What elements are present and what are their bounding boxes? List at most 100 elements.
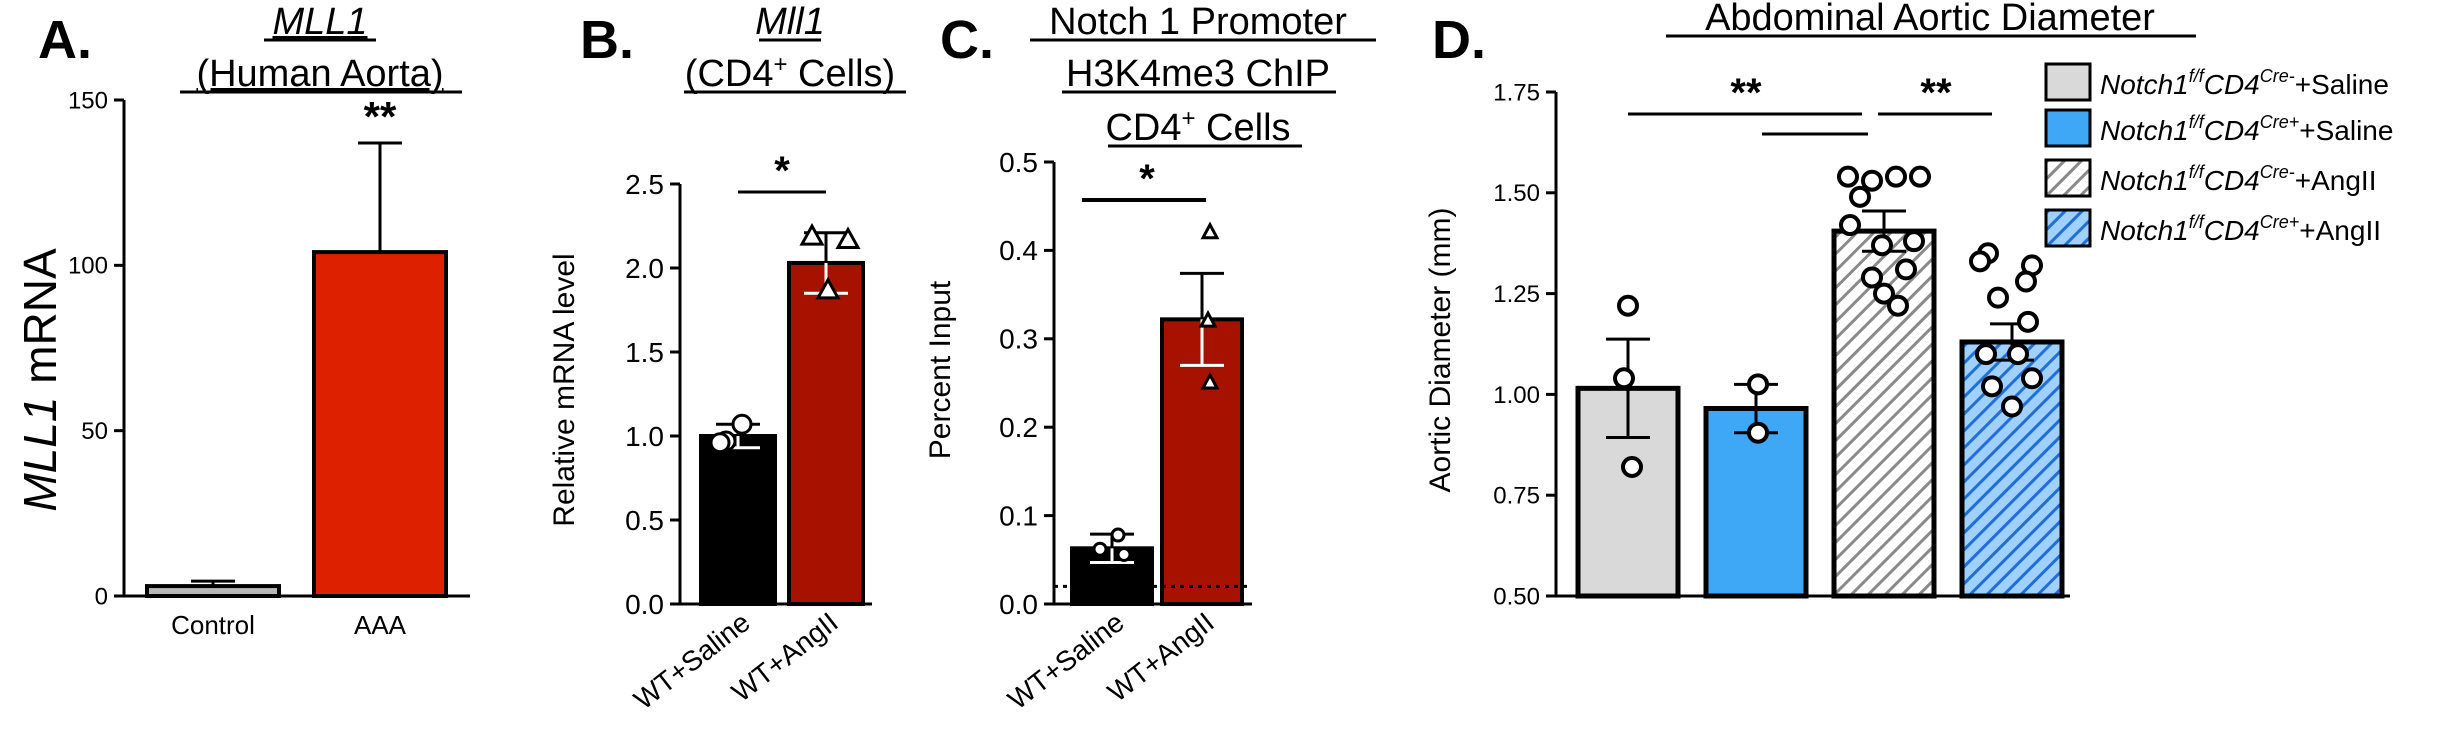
legend-gene: Notch1: [2100, 215, 2189, 246]
data-point: [2001, 395, 2023, 418]
panel-a-title-line2: (Human Aorta): [196, 53, 443, 95]
legend-cd4: CD4: [2204, 69, 2260, 100]
panel-d-axes: 0.50 0.75 1.00 1.25 1.50 1.75: [1493, 79, 2070, 610]
data-point: [1198, 309, 1218, 328]
panel-b-letter: B.: [580, 10, 634, 70]
legend-cd4: CD4: [2204, 165, 2260, 196]
panel-c-title-sup: +: [1181, 105, 1195, 132]
legend-swatch: [2044, 208, 2092, 248]
data-point: [2017, 310, 2039, 333]
data-point: [731, 413, 753, 435]
legend-label: Notch1f/fCD4Cre++Saline: [2100, 112, 2393, 146]
significance-label: **: [1920, 71, 1952, 115]
legend-cd4: CD4: [2204, 215, 2260, 246]
legend-treatment: +AngII: [2299, 215, 2381, 246]
panel-b-title-line1: Mll1: [755, 1, 825, 43]
panel-c-ylabel: Percent Input: [924, 280, 957, 459]
data-point: [1747, 421, 1769, 444]
data-point: [1613, 367, 1635, 390]
y-tick-label: 0.3: [999, 324, 1038, 355]
y-tick-label: 0.0: [625, 589, 664, 620]
panel-c: C. Notch 1 Promoter H3K4me3 ChIP CD4+ Ce…: [924, 1, 1376, 716]
data-point: [1871, 234, 1893, 257]
panel-c-title-line1: Notch 1 Promoter: [1049, 1, 1347, 43]
data-point: [1903, 230, 1925, 253]
y-tick-label: 0.50: [1493, 583, 1540, 610]
panel-b-title-cd4: (CD4: [685, 53, 774, 95]
legend-cd4: CD4: [2204, 115, 2260, 146]
x-category-label: Control: [171, 610, 255, 640]
panel-d-letter: D.: [1432, 10, 1486, 70]
panel-c-title-cells: Cells: [1196, 107, 1291, 149]
y-tick-label: 1.75: [1493, 79, 1540, 106]
panel-b: B. Mll1 (CD4+ Cells) Relative mRNA level…: [548, 1, 906, 716]
data-point: [1887, 294, 1909, 317]
y-tick-label: 50: [81, 418, 108, 445]
legend-treatment: +Saline: [2299, 115, 2393, 146]
y-tick-label: 1.5: [625, 337, 664, 368]
y-tick-label: 1.00: [1493, 382, 1540, 409]
y-tick-label: 150: [68, 87, 108, 114]
panel-d-ylabel: Aortic Diameter (mm): [1424, 207, 1457, 492]
panel-d: D. Abdominal Aortic Diameter Aortic Diam…: [1424, 0, 2393, 610]
significance-label: *: [774, 149, 790, 193]
y-tick-label: 0.5: [625, 505, 664, 536]
legend-label: Notch1f/fCD4Cre++AngII: [2100, 212, 2381, 246]
legend-sup: Cre+: [2260, 212, 2300, 232]
y-tick-label: 0.0: [999, 589, 1038, 620]
data-point: [2021, 367, 2043, 390]
legend-sup: f/f: [2189, 212, 2206, 232]
legend-label: Notch1f/fCD4Cre-+AngII: [2100, 162, 2376, 196]
data-point: [1116, 546, 1132, 562]
data-point: [1200, 371, 1220, 390]
legend-sup: f/f: [2189, 66, 2206, 86]
data-point: [1969, 250, 1991, 273]
panel-a-ylabel-gene: MLL1: [14, 397, 66, 512]
panel-c-title-line3: CD4+ Cells: [1105, 105, 1290, 149]
y-tick-label: 2.5: [625, 169, 664, 200]
data-point: [709, 432, 731, 454]
y-tick-label: 0.4: [999, 235, 1038, 266]
data-point: [1747, 373, 1769, 396]
bar: [699, 434, 777, 606]
data-point: [1849, 185, 1871, 208]
legend-treatment: +Saline: [2295, 69, 2389, 100]
panel-a-letter: A.: [38, 10, 92, 70]
panel-c-title-line2: H3K4me3 ChIP: [1066, 53, 1330, 95]
panel-a-axes: 0 50 100 150: [68, 87, 470, 610]
data-point: [815, 276, 841, 300]
data-point: [1200, 221, 1220, 240]
y-tick-label: 0.1: [999, 500, 1038, 531]
bar: [312, 250, 448, 599]
data-point: [1873, 282, 1895, 305]
y-tick-label: 0.2: [999, 412, 1038, 443]
legend-swatch: [2044, 158, 2092, 198]
data-point: [1617, 294, 1639, 317]
panel-c-letter: C.: [940, 10, 994, 70]
panel-b-title-line2: (CD4+ Cells): [685, 51, 895, 95]
panel-a-ylabel-rest: mRNA: [14, 248, 66, 397]
data-point: [2007, 343, 2029, 366]
data-point: [835, 226, 861, 249]
y-tick-label: 0.5: [999, 147, 1038, 178]
significance-label: **: [1730, 71, 1762, 115]
data-point: [799, 222, 825, 246]
legend-gene: Notch1: [2100, 165, 2189, 196]
data-point: [2015, 270, 2037, 293]
legend-sup: Cre+: [2260, 112, 2300, 132]
legend-label: Notch1f/fCD4Cre-+Saline: [2100, 66, 2389, 100]
data-point: [1110, 527, 1126, 543]
data-point: [1895, 258, 1917, 281]
legend-sup: f/f: [2189, 112, 2206, 132]
legend-sup: Cre-: [2260, 66, 2295, 86]
x-category-label: WT+Saline: [628, 606, 756, 715]
data-point: [1861, 169, 1883, 192]
data-point: [1909, 165, 1931, 188]
y-tick-label: 0: [95, 583, 108, 610]
significance-label: *: [1139, 157, 1155, 201]
data-point: [1885, 165, 1907, 188]
panel-a-title-line1: MLL1: [272, 1, 367, 43]
data-point: [1981, 375, 2003, 398]
y-tick-label: 1.50: [1493, 180, 1540, 207]
